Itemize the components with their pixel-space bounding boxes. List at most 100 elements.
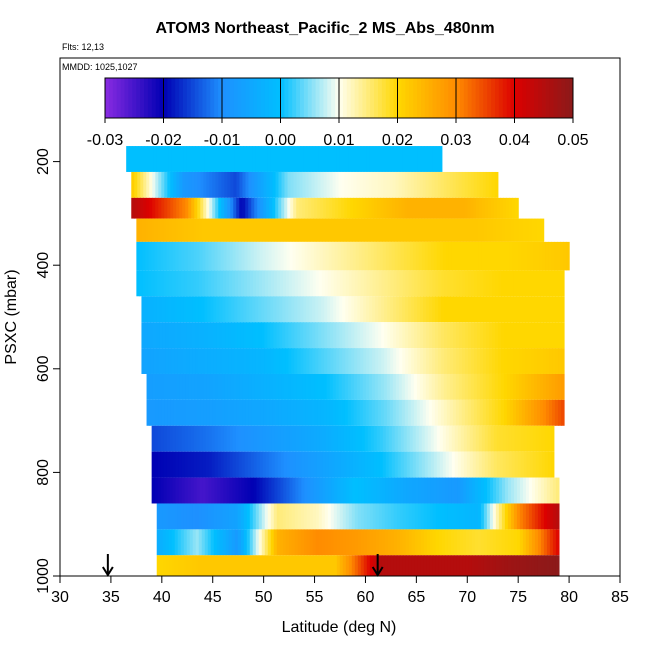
heatmap-cell: [360, 529, 365, 556]
heatmap-cell: [399, 270, 404, 297]
heatmap-cell: [186, 146, 190, 172]
heatmap-cell: [516, 348, 520, 374]
heatmap-cell: [417, 529, 422, 556]
x-tick-label: 55: [306, 589, 324, 606]
heatmap-cell: [558, 296, 562, 323]
heatmap-cell: [477, 218, 482, 242]
heatmap-cell: [487, 451, 492, 478]
heatmap-cell: [270, 503, 275, 530]
colorbar-cell: [311, 78, 317, 118]
heatmap-cell: [145, 218, 149, 242]
heatmap-cell: [504, 348, 508, 374]
heatmap-cell: [387, 503, 392, 530]
heatmap-cell: [232, 218, 236, 242]
heatmap-cell: [392, 171, 397, 198]
heatmap-cell: [176, 373, 181, 400]
heatmap-cell: [255, 296, 259, 323]
heatmap-cell: [248, 399, 253, 426]
heatmap-cell: [207, 529, 212, 556]
heatmap-cell: [385, 425, 390, 452]
heatmap-cell: [151, 270, 155, 297]
heatmap-cell: [294, 322, 298, 349]
heatmap-cell: [486, 270, 490, 297]
colorbar-cell: [222, 78, 227, 118]
heatmap-cell: [205, 477, 210, 504]
colorbar-cell: [549, 78, 554, 118]
heatmap-cell: [310, 241, 315, 271]
heatmap-cell: [486, 529, 491, 556]
heatmap-cell: [192, 296, 196, 323]
heatmap-cell: [407, 399, 412, 426]
heatmap-cell: [149, 171, 153, 198]
heatmap-cell: [309, 322, 313, 349]
heatmap-cell: [350, 197, 354, 219]
heatmap-cell: [233, 373, 238, 400]
heatmap-cell: [219, 296, 223, 323]
heatmap-cell: [366, 218, 371, 242]
heatmap-cell: [277, 218, 281, 242]
heatmap-cell: [226, 477, 231, 504]
heatmap-cell: [310, 477, 314, 504]
heatmap-cell: [281, 171, 286, 198]
heatmap-cell: [211, 451, 216, 478]
heatmap-cell: [238, 451, 243, 478]
heatmap-cell: [514, 451, 519, 478]
heatmap-cell: [413, 399, 418, 426]
heatmap-cell: [291, 555, 296, 576]
heatmap-cell: [450, 296, 454, 323]
heatmap-cell: [444, 529, 449, 556]
heatmap-cell: [147, 348, 152, 374]
heatmap-cell: [181, 218, 185, 242]
heatmap-cell: [325, 218, 329, 242]
heatmap-cell: [404, 171, 409, 198]
heatmap-cell: [277, 425, 282, 452]
heatmap-cell: [190, 425, 195, 452]
heatmap-cell: [480, 503, 485, 530]
heatmap-cell: [369, 270, 374, 297]
heatmap-cell: [272, 373, 277, 400]
heatmap-cell: [429, 322, 433, 349]
heatmap-cell: [475, 425, 480, 452]
heatmap-cell: [284, 399, 289, 426]
heatmap-cell: [211, 425, 216, 452]
heatmap-cell: [452, 171, 457, 198]
heatmap-cell: [187, 218, 191, 242]
heatmap-cell: [489, 296, 493, 323]
heatmap-cell: [235, 270, 239, 297]
heatmap-cell: [435, 529, 440, 556]
heatmap-cell: [516, 218, 521, 242]
heatmap-cell: [381, 218, 386, 242]
heatmap-cell: [343, 477, 347, 504]
heatmap-cell: [478, 477, 482, 504]
heatmap-cell: [510, 529, 515, 556]
heatmap-cell: [426, 529, 431, 556]
colorbar-cell: [405, 78, 410, 118]
heatmap-cell: [255, 322, 259, 349]
colorbar-cell: [268, 78, 274, 118]
heatmap-cell: [139, 270, 143, 297]
heatmap-cell: [390, 529, 395, 556]
heatmap-cell: [285, 296, 289, 323]
heatmap-cell: [347, 171, 352, 198]
heatmap-cell: [173, 399, 178, 426]
heatmap-cell: [441, 529, 446, 556]
heatmap-cell: [251, 399, 256, 426]
heatmap-cell: [219, 322, 223, 349]
heatmap-cell: [369, 322, 373, 349]
heatmap-cell: [460, 477, 464, 504]
colorbar-cell: [202, 78, 207, 118]
heatmap-cell: [317, 373, 322, 400]
heatmap-cell: [155, 171, 159, 198]
heatmap-cell: [395, 171, 400, 198]
heatmap-cell: [355, 241, 360, 271]
heatmap-cell: [446, 197, 450, 219]
heatmap-cell: [376, 477, 380, 504]
heatmap-cell: [531, 529, 536, 556]
heatmap-cell: [394, 477, 398, 504]
heatmap-cell: [165, 503, 170, 530]
heatmap-cell: [410, 171, 415, 198]
heatmap-cell: [327, 348, 331, 374]
heatmap-cell: [459, 529, 464, 556]
heatmap-cell: [159, 296, 164, 323]
heatmap-cell: [404, 373, 409, 400]
